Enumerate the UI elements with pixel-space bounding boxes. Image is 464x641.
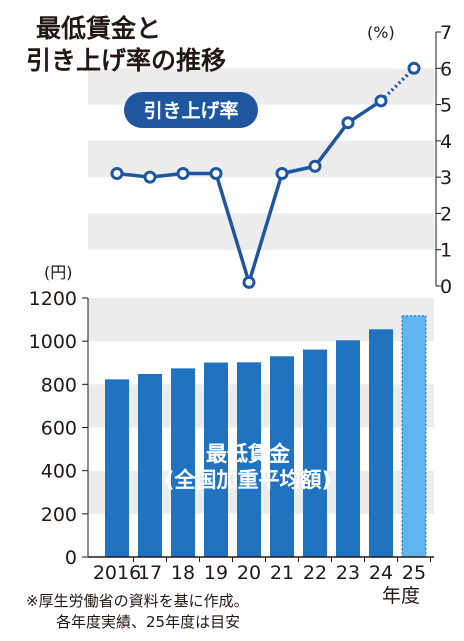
x-tick-label: 20 [237, 562, 261, 584]
rate-point-2016 [110, 167, 124, 181]
x-tick-label: 22 [303, 562, 327, 584]
line-y-tick-label: 6 [440, 58, 452, 80]
line-y-tick-label: 3 [440, 167, 452, 189]
x-tick-label: 23 [336, 562, 360, 584]
rate-point-19 [209, 167, 223, 181]
x-tick-label: 2016 [93, 562, 141, 584]
rate-line [116, 99, 382, 285]
x-tick-label: 19 [204, 562, 228, 584]
rate-point-18 [176, 167, 190, 181]
bar-series [105, 315, 427, 558]
x-tick-label: 25 [402, 562, 426, 584]
bar-y-tick-label: 0 [65, 547, 77, 569]
x-tick-label: 24 [369, 562, 393, 584]
line-y-tick-label: 2 [440, 203, 452, 225]
bar-y-tick-label: 200 [41, 504, 77, 526]
line-y-tick-label: 4 [440, 131, 452, 153]
wage-bar-17 [138, 373, 162, 557]
wage-bar-2016 [105, 379, 129, 557]
bar-y-tick-label: 400 [41, 461, 77, 483]
line-y-tick-label: 5 [440, 95, 452, 117]
rate-point-20 [242, 275, 256, 289]
x-tick-label: 21 [270, 562, 294, 584]
rate-point-23 [341, 116, 355, 130]
wage-bar-19 [204, 362, 228, 557]
x-axis-label: 年度 [382, 585, 420, 607]
source-note-line-1: ※厚生労働省の資料を基に作成。 [26, 592, 249, 610]
rate-point-21 [275, 167, 289, 181]
chart-title-line-1: 最低賃金と [36, 14, 161, 43]
bar-y-tick-label: 1000 [29, 331, 77, 353]
line-grid-band [88, 140, 434, 178]
bar-unit-label: (円) [44, 263, 73, 282]
rate-point-24 [374, 94, 388, 108]
wage-bar-23 [336, 340, 360, 557]
x-tick-label: 18 [171, 562, 195, 584]
line-legend-label: 引き上げ率 [143, 99, 238, 122]
line-y-tick-label: 0 [440, 276, 452, 298]
wage-bar-24 [369, 329, 393, 557]
rate-point-22 [308, 159, 322, 173]
line-y-tick-label: 1 [440, 240, 452, 262]
bar-y-tick-label: 800 [41, 374, 77, 396]
wage-bar-20 [237, 362, 261, 557]
rate-point-25 [407, 61, 421, 75]
line-y-axis: 0 1 2 3 4 5 6 7 [435, 22, 452, 298]
chart-title-line-2: 引き上げ率の推移 [26, 46, 226, 75]
bar-series-label-line-1: 最低賃金 [206, 442, 291, 466]
source-note-line-2: 各年度実績、25年度は目安 [56, 613, 240, 631]
rate-point-17 [143, 170, 157, 184]
x-tick-label: 17 [138, 562, 162, 584]
line-legend-pill [124, 92, 258, 128]
wage-bar-21 [270, 356, 294, 557]
line-series [110, 61, 421, 289]
bar-y-tick-label: 1200 [29, 288, 77, 310]
wage-bar-18 [171, 368, 195, 557]
bar-y-axis: 0 200 400 600 800 1000 1200 [29, 288, 89, 569]
line-unit-label: (%) [367, 23, 395, 42]
line-y-tick-label: 7 [440, 22, 452, 44]
wage-bar-25 [401, 315, 427, 558]
line-legend: 引き上げ率 [124, 92, 258, 128]
wage-bar-22 [303, 349, 327, 557]
bar-series-label-line-2: (全国加重平均額) [165, 468, 331, 492]
bar-y-tick-label: 600 [41, 418, 77, 440]
